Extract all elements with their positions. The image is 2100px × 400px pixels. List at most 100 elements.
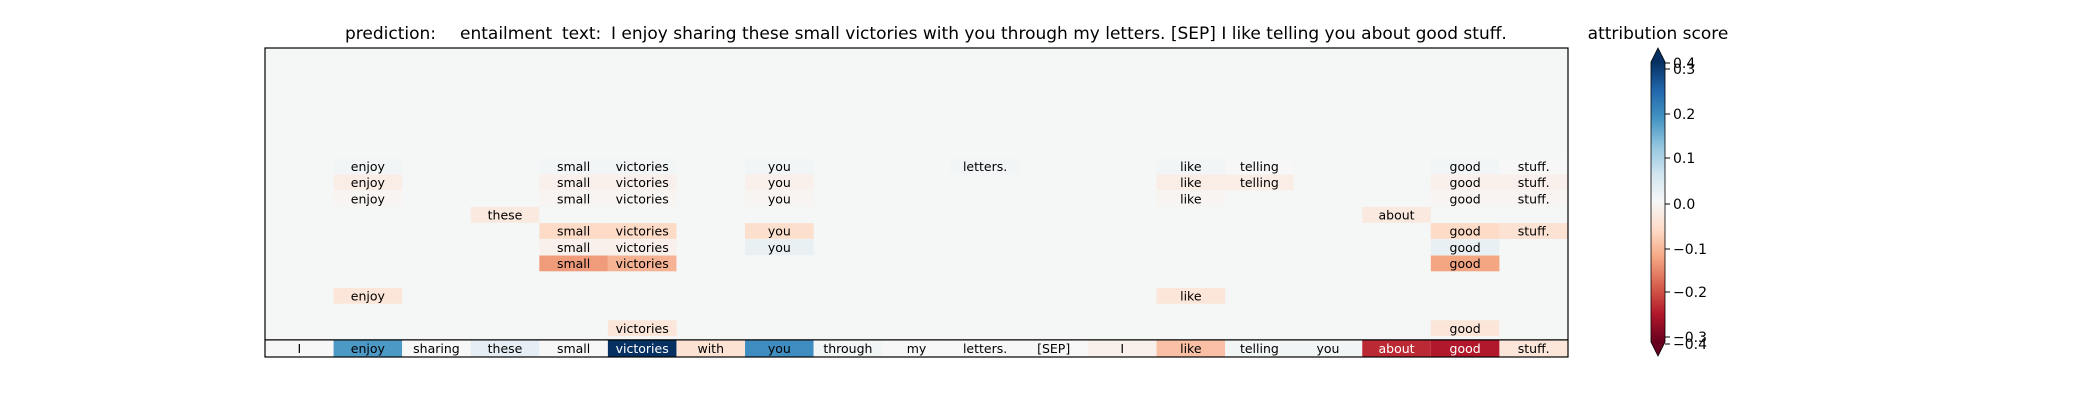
token-cell xyxy=(539,340,608,357)
plot-frame xyxy=(264,47,1569,358)
heatmap-cell-label: small xyxy=(557,175,590,190)
heatmap-cell-label: good xyxy=(1450,240,1481,255)
heatmap-cell xyxy=(539,158,608,175)
heatmap-cell xyxy=(539,190,608,207)
colorbar-title: attribution score xyxy=(1588,24,1729,44)
heatmap-cell-label: victories xyxy=(616,321,669,336)
heatmap-cell-label: victories xyxy=(616,240,669,255)
heatmap-cell-label: small xyxy=(557,240,590,255)
token-label: I xyxy=(297,341,301,356)
colorbar-outline xyxy=(1650,47,1666,357)
heatmap-cell xyxy=(745,190,814,207)
heatmap-cell-label: like xyxy=(1180,289,1202,304)
heatmap-cell-label: these xyxy=(488,208,523,223)
heatmap-cell xyxy=(607,223,677,239)
token-cell xyxy=(1293,340,1363,357)
heatmap-cell xyxy=(1430,255,1500,272)
heatmap-cell xyxy=(539,174,608,191)
colorbar-tick-label: 0.1 xyxy=(1673,151,1695,167)
heatmap-cell-label: you xyxy=(768,175,791,190)
heatmap-cell xyxy=(333,190,403,207)
heatmap-cell-label: good xyxy=(1450,224,1481,239)
heatmap-cell-label: you xyxy=(768,224,791,239)
colorbar-tick-label: −0.4 xyxy=(1673,337,1707,353)
heatmap-cell-label: you xyxy=(768,159,791,174)
heatmap-cell xyxy=(1499,190,1568,207)
token-cell xyxy=(470,340,540,357)
heatmap-cell xyxy=(1156,158,1226,175)
heatmap-cell-label: small xyxy=(557,256,590,271)
heatmap-cell-label: stuff. xyxy=(1518,191,1550,206)
token-label: good xyxy=(1450,341,1481,356)
heatmap-cell xyxy=(1430,223,1500,239)
heatmap-cell-label: victories xyxy=(616,191,669,206)
heatmap-cell-label: stuff. xyxy=(1518,159,1550,174)
heatmap-cell-label: about xyxy=(1379,208,1415,223)
token-label: telling xyxy=(1240,341,1279,356)
heatmap-plot-area: enjoy small victories you letters. like tellin… xyxy=(264,47,1569,358)
heatmap-cell-label: enjoy xyxy=(351,289,386,304)
heatmap-cell-label: small xyxy=(557,224,590,239)
heatmap-cell-label: like xyxy=(1180,191,1202,206)
heatmap-cell-label: you xyxy=(768,191,791,206)
token-cell xyxy=(745,340,814,357)
colorbar-tick-label: −0.3 xyxy=(1673,330,1707,346)
heatmap-cell xyxy=(333,287,403,304)
token-label: about xyxy=(1379,341,1415,356)
token-cell xyxy=(1430,340,1500,357)
heatmap-cell-label: you xyxy=(768,240,791,255)
colorbar-tick-label: 0.3 xyxy=(1673,62,1695,78)
token-cell xyxy=(607,340,677,357)
heatmap-cell xyxy=(745,158,814,175)
token-label: my xyxy=(907,341,927,356)
token-cell xyxy=(1019,340,1088,357)
token-label: you xyxy=(1316,341,1339,356)
token-cell xyxy=(676,340,746,357)
token-label: I xyxy=(1120,341,1124,356)
heatmap-cell xyxy=(1156,174,1226,191)
heatmap-cell xyxy=(1499,223,1568,239)
heatmap-cell xyxy=(607,239,677,256)
heatmap-cell xyxy=(1430,158,1500,175)
heatmap-cell xyxy=(539,223,608,239)
token-cell xyxy=(1225,340,1294,357)
heatmap-cell-label: victories xyxy=(616,175,669,190)
heatmap-cell xyxy=(950,158,1020,175)
heatmap-cell xyxy=(539,239,608,256)
heatmap-cell-label: small xyxy=(557,159,590,174)
heatmap-cell xyxy=(333,174,403,191)
colorbar-gradient xyxy=(1651,62,1665,342)
token-label: these xyxy=(488,341,523,356)
colorbar-tick-label: 0.2 xyxy=(1673,107,1695,123)
heatmap-cell-label: stuff. xyxy=(1518,175,1550,190)
heatmap-cell-label: telling xyxy=(1240,159,1279,174)
heatmap-cell-label: like xyxy=(1180,175,1202,190)
heatmap-cell xyxy=(1225,174,1294,191)
title-text-label: text: xyxy=(562,24,601,44)
heatmap-cell-label: good xyxy=(1450,256,1481,271)
heatmap-cell xyxy=(607,158,677,175)
token-label: you xyxy=(768,341,791,356)
heatmap-cell-label: small xyxy=(557,191,590,206)
token-label: letters. xyxy=(963,341,1007,356)
heatmap-cell xyxy=(1225,158,1294,175)
colorbar-tick-label: 0.0 xyxy=(1673,197,1695,213)
heatmap-cell-label: good xyxy=(1450,321,1481,336)
heatmap-cell xyxy=(1430,320,1500,337)
heatmap-cell-label: like xyxy=(1180,159,1202,174)
heatmap-cell-label: victories xyxy=(616,256,669,271)
token-cell xyxy=(813,340,883,357)
heatmap-cell-label: good xyxy=(1450,159,1481,174)
heatmap-cell xyxy=(1499,158,1568,175)
token-label: stuff. xyxy=(1518,341,1550,356)
colorbar-tick-label: −0.1 xyxy=(1673,242,1707,258)
heatmap-cell xyxy=(1156,287,1226,304)
heatmap-cell xyxy=(607,320,677,337)
token-cell xyxy=(1087,340,1157,357)
heatmap-cell-label: good xyxy=(1450,191,1481,206)
heatmap-cell xyxy=(1430,239,1500,256)
token-label: with xyxy=(697,341,724,356)
token-cell xyxy=(1362,340,1431,357)
heatmap-cell-label: good xyxy=(1450,175,1481,190)
